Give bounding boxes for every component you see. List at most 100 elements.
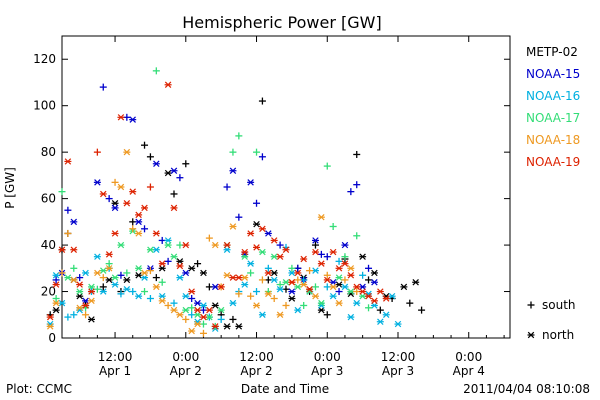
data-point-north [123, 285, 131, 293]
data-point-north [335, 265, 343, 272]
data-point-north [335, 281, 343, 288]
data-point-south [335, 288, 343, 296]
data-point-north [87, 288, 95, 295]
data-point-north [388, 292, 396, 300]
data-point-north [82, 302, 90, 309]
data-point-north [93, 253, 101, 260]
data-point-north [152, 283, 160, 291]
data-point-north [223, 272, 231, 279]
data-point-north [365, 292, 373, 300]
data-point-south [164, 301, 172, 309]
y-tick-label: 60 [41, 192, 56, 206]
data-point-south [527, 301, 535, 309]
data-point-south [99, 274, 107, 282]
x-tick-label-date: Apr 2 [240, 364, 272, 378]
data-point-north [135, 292, 143, 300]
data-point-north [93, 179, 101, 186]
data-point-south [247, 269, 255, 277]
data-point-north [46, 313, 54, 321]
data-point-south [353, 150, 361, 158]
data-point-south [76, 274, 84, 282]
data-point-north [376, 318, 384, 325]
data-point-north [70, 246, 78, 253]
data-point-south [170, 190, 178, 198]
data-point-north [211, 241, 219, 249]
data-point-south [311, 241, 319, 249]
data-point-north [282, 279, 290, 286]
data-point-south [235, 132, 243, 140]
data-point-north [394, 320, 402, 328]
data-point-north [70, 276, 78, 284]
data-point-south [205, 283, 213, 291]
data-point-south [129, 288, 137, 296]
legend-entry: NOAA-16 [526, 89, 580, 103]
data-point-south [323, 311, 331, 319]
data-point-south [194, 260, 202, 268]
data-point-north [141, 269, 149, 277]
data-point-north [258, 225, 266, 233]
data-point-north [359, 292, 367, 300]
data-point-north [317, 299, 325, 307]
data-point-south [300, 276, 308, 284]
data-point-south [406, 299, 414, 307]
data-point-north [111, 230, 119, 237]
data-point-north [317, 260, 325, 267]
data-point-north [241, 253, 249, 260]
data-point-south [217, 315, 225, 323]
data-point-north [229, 299, 237, 307]
data-point-north [87, 297, 95, 305]
data-point-north [264, 290, 272, 298]
data-point-south [276, 241, 284, 249]
data-point-south [264, 264, 272, 272]
data-point-north [217, 283, 225, 291]
data-point-north [182, 292, 190, 300]
data-point-south [99, 283, 107, 291]
data-point-south [99, 83, 107, 91]
data-point-south [70, 264, 78, 272]
data-point-north [76, 288, 84, 295]
data-point-north [370, 269, 378, 277]
y-tick-label: 0 [48, 331, 56, 345]
data-point-north [82, 297, 90, 305]
data-point-north [341, 283, 349, 291]
data-point-south [152, 274, 160, 282]
data-point-north [58, 246, 66, 253]
data-point-south [353, 232, 361, 240]
data-point-south [270, 295, 278, 303]
data-point-south [418, 306, 426, 314]
data-point-north [111, 200, 119, 207]
data-point-north [323, 276, 331, 284]
series-noaa-17 [52, 67, 373, 330]
data-point-north [276, 253, 284, 260]
data-point-south [111, 178, 119, 186]
data-point-north [311, 248, 319, 256]
legend-entry: NOAA-15 [526, 67, 580, 81]
data-point-south [199, 306, 207, 314]
data-point-north [311, 267, 319, 274]
data-point-north [282, 246, 290, 253]
data-point-north [253, 220, 261, 228]
data-point-north [376, 288, 384, 295]
data-point-south [311, 283, 319, 291]
data-point-north [135, 272, 143, 279]
data-point-north [182, 241, 190, 249]
data-point-north [241, 274, 249, 281]
data-point-south [341, 276, 349, 284]
data-point-south [365, 276, 373, 284]
data-point-south [70, 311, 78, 319]
x-tick-label-time: 0:00 [314, 350, 341, 364]
data-point-north [76, 304, 84, 312]
data-point-north [253, 244, 261, 251]
data-point-north [294, 283, 302, 291]
data-point-north [235, 323, 243, 330]
data-point-south [323, 271, 331, 279]
data-point-south [141, 288, 149, 296]
data-point-south [158, 236, 166, 244]
data-point-north [164, 81, 172, 89]
data-point-north [52, 299, 60, 307]
data-point-north [182, 269, 190, 277]
y-axis-ticks: 0 20 40 60 80 100 120 [33, 52, 510, 345]
data-point-north [164, 169, 172, 177]
data-point-north [135, 218, 143, 226]
data-point-south [253, 288, 261, 296]
